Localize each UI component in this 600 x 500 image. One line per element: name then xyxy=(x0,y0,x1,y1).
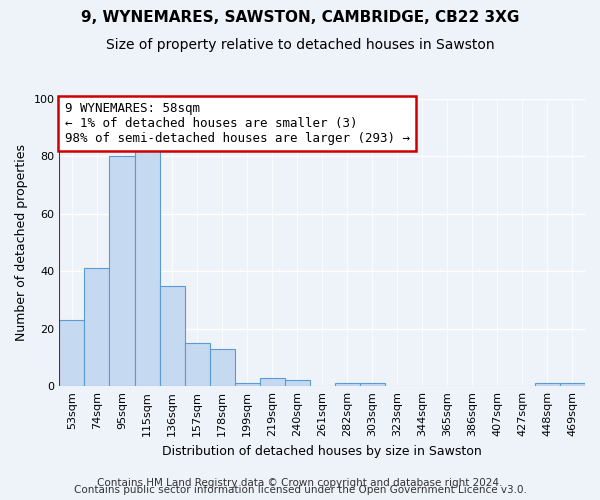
Bar xyxy=(160,286,185,386)
Bar xyxy=(134,145,160,386)
Bar xyxy=(535,384,560,386)
Bar xyxy=(260,378,284,386)
Y-axis label: Number of detached properties: Number of detached properties xyxy=(15,144,28,341)
Bar xyxy=(284,380,310,386)
Bar xyxy=(59,320,85,386)
Text: Contains public sector information licensed under the Open Government Licence v3: Contains public sector information licen… xyxy=(74,485,526,495)
Text: Contains HM Land Registry data © Crown copyright and database right 2024.: Contains HM Land Registry data © Crown c… xyxy=(97,478,503,488)
Bar xyxy=(109,156,134,386)
Text: 9 WYNEMARES: 58sqm
← 1% of detached houses are smaller (3)
98% of semi-detached : 9 WYNEMARES: 58sqm ← 1% of detached hous… xyxy=(65,102,410,145)
Bar xyxy=(560,384,585,386)
Bar xyxy=(209,349,235,386)
Text: Size of property relative to detached houses in Sawston: Size of property relative to detached ho… xyxy=(106,38,494,52)
Bar xyxy=(360,384,385,386)
Bar xyxy=(85,268,109,386)
Bar xyxy=(335,384,360,386)
Bar xyxy=(185,343,209,386)
Text: 9, WYNEMARES, SAWSTON, CAMBRIDGE, CB22 3XG: 9, WYNEMARES, SAWSTON, CAMBRIDGE, CB22 3… xyxy=(81,10,519,25)
X-axis label: Distribution of detached houses by size in Sawston: Distribution of detached houses by size … xyxy=(163,444,482,458)
Bar xyxy=(235,384,260,386)
